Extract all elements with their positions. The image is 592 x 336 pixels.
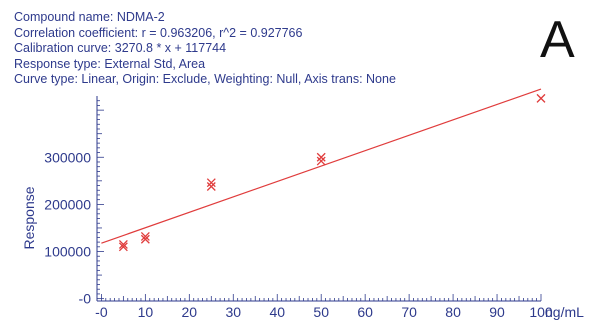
y-tick-label: 100000 bbox=[44, 244, 91, 260]
data-point bbox=[140, 234, 150, 244]
y-tick-label: 300000 bbox=[44, 149, 91, 165]
data-point bbox=[118, 239, 128, 249]
data-point bbox=[140, 231, 150, 241]
data-point-stroke bbox=[206, 182, 216, 191]
curve-type: Curve type: Linear, Origin: Exclude, Wei… bbox=[14, 72, 396, 86]
ticks bbox=[97, 100, 542, 301]
x-tick-label: 20 bbox=[182, 304, 198, 320]
response-type: Response type: External Std, Area bbox=[14, 56, 206, 71]
calibration-curve: Calibration curve: 3270.8 * x + 117744 bbox=[14, 41, 227, 55]
data-point-stroke bbox=[316, 152, 326, 162]
x-axis-title: ng/mL bbox=[545, 304, 584, 320]
y-tick-label: -0 bbox=[79, 291, 92, 307]
x-tick-label: 40 bbox=[269, 304, 285, 320]
x-tick-label: 90 bbox=[489, 304, 505, 320]
data-point-stroke bbox=[140, 231, 150, 241]
data-point bbox=[206, 182, 216, 191]
panel-letter: A bbox=[540, 11, 575, 69]
data-point bbox=[316, 156, 326, 166]
data-point-stroke bbox=[118, 239, 128, 249]
data-point bbox=[536, 93, 546, 103]
data-point bbox=[316, 152, 326, 162]
data-point-stroke bbox=[140, 234, 150, 244]
y-tick-label: 200000 bbox=[44, 196, 91, 212]
x-tick-label: -0 bbox=[95, 304, 108, 320]
fit-line-group bbox=[101, 88, 542, 244]
x-tick-label: 100 bbox=[529, 304, 553, 320]
axes bbox=[96, 96, 541, 302]
data-point-stroke bbox=[536, 93, 546, 103]
data-points bbox=[118, 93, 546, 252]
x-tick-label: 30 bbox=[225, 304, 241, 320]
data-point-stroke bbox=[118, 242, 128, 252]
correlation-coefficient: Correlation coefficient: r = 0.963206, r… bbox=[14, 25, 303, 40]
data-point bbox=[206, 178, 216, 188]
fit-line bbox=[101, 88, 542, 244]
compound-name: Compound name: NDMA-2 bbox=[14, 10, 165, 24]
x-tick-label: 70 bbox=[401, 304, 417, 320]
curve-info: Compound name: NDMA-2 Correlation coeffi… bbox=[14, 10, 396, 88]
x-tick-label: 80 bbox=[445, 304, 461, 320]
y-axis-title: Response bbox=[21, 186, 37, 249]
x-tick-label: 60 bbox=[357, 304, 373, 320]
data-point-stroke bbox=[316, 156, 326, 166]
data-point-stroke bbox=[206, 178, 216, 188]
tick-labels: -0 10 20 30 40 50 60 70 80 90 100 -0 100000 200000 300… bbox=[44, 149, 553, 320]
x-tick-label: 10 bbox=[138, 304, 154, 320]
data-point bbox=[118, 242, 128, 252]
x-tick-label: 50 bbox=[313, 304, 329, 320]
